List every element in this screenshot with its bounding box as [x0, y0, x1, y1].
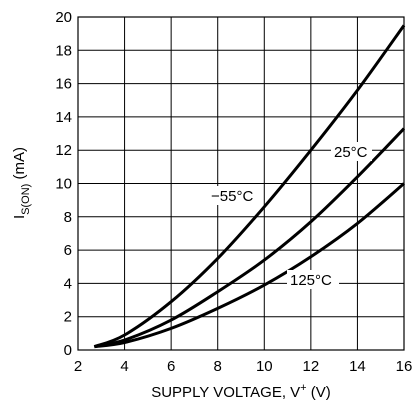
x-tick-label: 10	[256, 358, 273, 375]
y-tick-label: 20	[55, 9, 72, 26]
x-axis-label-sup: +	[300, 382, 306, 394]
x-tick-label: 4	[120, 358, 128, 375]
curve-25c	[93, 127, 406, 349]
x-axis-label-unit: (V)	[307, 384, 331, 401]
y-axis-label-main: I	[11, 215, 28, 219]
y-axis-label-unit: (mA)	[11, 147, 28, 184]
y-tick-labels: 0 2 4 6 8 10 12 14 16 18 20	[55, 9, 72, 359]
y-tick-label: 12	[55, 142, 72, 159]
y-tick-label: 8	[64, 209, 72, 226]
y-tick-label: 0	[64, 342, 72, 359]
y-tick-label: 16	[55, 76, 72, 93]
y-tick-label: 4	[64, 275, 72, 292]
x-tick-label: 16	[396, 358, 413, 375]
x-tick-label: 8	[214, 358, 222, 375]
curves	[93, 24, 406, 349]
x-tick-label: 2	[74, 358, 82, 375]
label-bg-25	[331, 142, 372, 161]
y-axis-label: IS(ON) (mA)	[11, 147, 32, 219]
y-axis-label-sub: S(ON)	[20, 184, 32, 215]
curve-125c	[94, 182, 405, 349]
x-axis-label: SUPPLY VOLTAGE, V+ (V)	[151, 382, 331, 401]
y-tick-label: 14	[55, 109, 72, 126]
y-tick-label: 6	[64, 242, 72, 259]
series-label-125: 125°C	[290, 272, 332, 289]
series-label-m55: −55°C	[211, 188, 253, 205]
x-axis-label-main: SUPPLY VOLTAGE, V	[151, 384, 300, 401]
curve-minus55c	[93, 24, 406, 349]
x-tick-label: 6	[167, 358, 175, 375]
label-bg-m55	[207, 186, 261, 205]
x-tick-label: 14	[349, 358, 366, 375]
y-tick-label: 10	[55, 176, 72, 193]
y-tick-label: 18	[55, 42, 72, 59]
y-tick-label: 2	[64, 309, 72, 326]
x-tick-label: 12	[303, 358, 320, 375]
series-label-25: 25°C	[334, 144, 368, 161]
label-bg-125	[287, 270, 339, 289]
x-tick-labels: 2 4 6 8 10 12 14 16	[74, 358, 413, 375]
gridlines	[77, 16, 405, 351]
